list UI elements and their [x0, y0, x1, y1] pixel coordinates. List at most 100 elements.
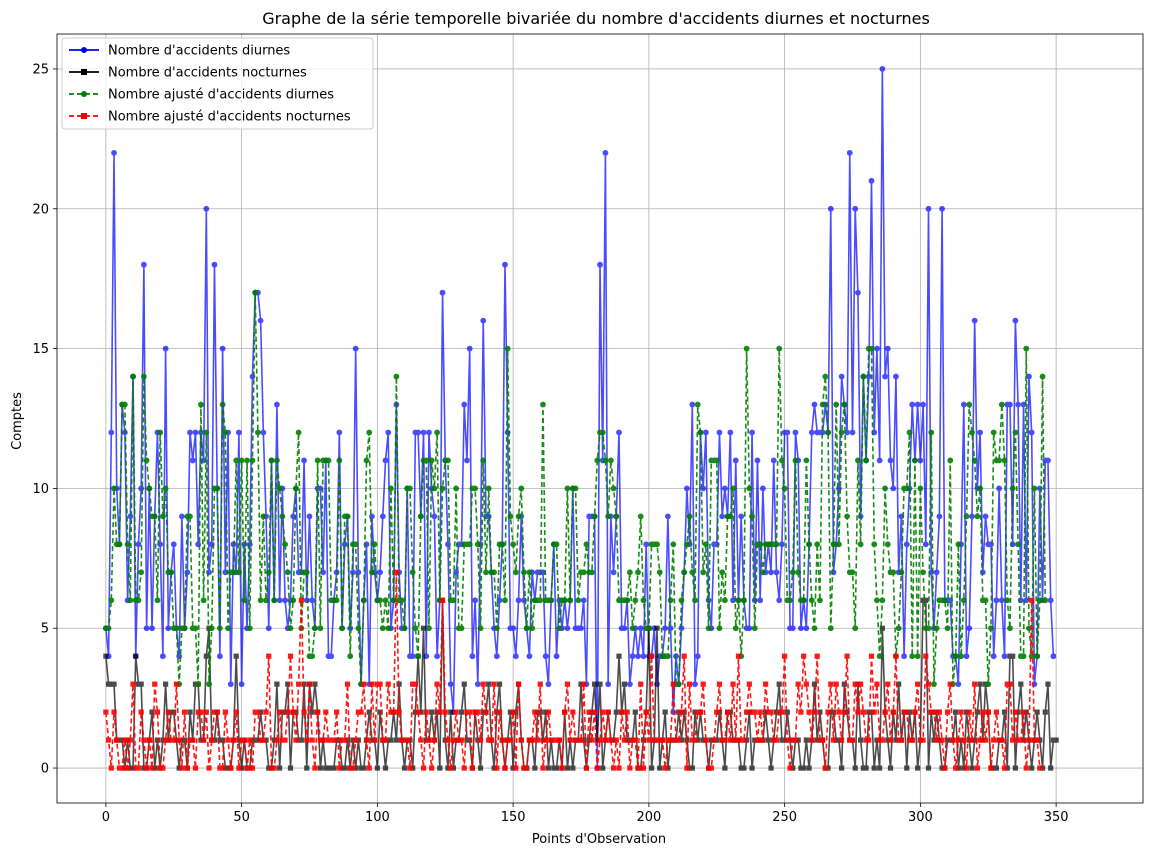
data-point	[379, 625, 386, 632]
data-point	[985, 681, 992, 688]
data-point	[551, 737, 557, 743]
data-point	[697, 429, 704, 436]
data-point	[445, 765, 451, 771]
data-point	[602, 149, 609, 156]
data-point	[564, 765, 571, 771]
data-point	[108, 597, 115, 604]
data-point	[507, 709, 514, 715]
data-point	[757, 541, 764, 548]
y-axis-label: Comptes	[10, 392, 25, 450]
data-point	[475, 709, 481, 715]
data-point	[719, 513, 726, 520]
data-point	[852, 681, 858, 687]
data-point	[328, 765, 334, 771]
data-point	[654, 737, 660, 743]
data-point	[692, 681, 698, 688]
data-point	[787, 597, 793, 604]
data-point	[915, 765, 921, 771]
data-point	[776, 597, 783, 604]
data-point	[706, 765, 712, 771]
data-point	[268, 765, 275, 771]
data-point	[140, 373, 147, 380]
data-point	[173, 737, 180, 743]
data-point	[279, 513, 286, 520]
data-point	[770, 457, 777, 464]
data-point	[200, 597, 207, 604]
data-point	[600, 765, 606, 771]
data-point	[382, 737, 389, 743]
data-point	[667, 737, 674, 743]
data-point	[434, 429, 440, 436]
data-point	[904, 765, 910, 771]
axes: 0 50 100 150 200 250 300 350 0 5 10 15 20 25	[32, 33, 1144, 825]
data-point	[149, 625, 155, 632]
data-point	[467, 709, 473, 715]
data-point	[746, 709, 752, 715]
data-point	[293, 737, 299, 743]
data-point	[141, 765, 147, 771]
data-point	[686, 765, 693, 771]
data-point	[274, 401, 280, 408]
data-point	[190, 737, 196, 743]
data-point	[236, 737, 242, 743]
data-point	[567, 597, 574, 604]
data-point	[377, 597, 383, 604]
data-point	[480, 457, 487, 464]
data-point	[993, 709, 999, 715]
data-point	[192, 765, 199, 771]
data-point	[646, 737, 652, 743]
data-point	[578, 737, 584, 743]
data-point	[344, 737, 351, 743]
data-point	[141, 737, 147, 743]
data-point	[445, 737, 451, 743]
data-point	[846, 149, 853, 156]
data-point	[282, 737, 288, 743]
data-point	[858, 737, 864, 743]
data-point	[903, 485, 910, 492]
data-point	[664, 513, 671, 520]
data-point	[159, 653, 166, 660]
data-point	[133, 653, 139, 659]
data-point	[882, 373, 888, 380]
data-point	[776, 709, 782, 715]
data-point	[111, 681, 117, 687]
data-point	[279, 709, 285, 715]
data-point	[135, 541, 142, 548]
data-point	[189, 457, 196, 464]
data-point	[1034, 709, 1040, 715]
data-point	[393, 737, 399, 743]
data-point	[336, 429, 343, 436]
data-point	[252, 289, 259, 296]
data-point	[640, 597, 647, 604]
data-point	[944, 625, 951, 632]
data-point	[477, 737, 484, 743]
data-point	[966, 709, 972, 715]
data-point	[621, 737, 628, 743]
data-point	[469, 653, 476, 660]
data-point	[165, 625, 172, 632]
data-point	[879, 66, 886, 72]
data-point	[874, 597, 880, 604]
data-point	[450, 737, 456, 743]
data-point	[448, 709, 454, 715]
data-point	[808, 429, 815, 436]
data-point	[165, 737, 171, 743]
data-point	[735, 737, 742, 743]
data-point	[502, 765, 508, 771]
chart-title: Graphe de la série temporelle bivariée d…	[262, 9, 930, 28]
data-point	[257, 317, 264, 324]
data-point	[491, 765, 497, 771]
data-point	[906, 709, 913, 715]
data-point	[415, 653, 421, 660]
data-point	[844, 513, 850, 520]
data-point	[255, 709, 261, 715]
data-point	[754, 737, 761, 743]
data-point	[485, 513, 492, 520]
data-point	[366, 709, 372, 715]
data-point	[475, 737, 481, 743]
data-point	[638, 681, 644, 687]
data-point	[822, 765, 828, 771]
data-point	[977, 737, 983, 743]
data-point	[1015, 401, 1022, 408]
data-point	[730, 737, 736, 743]
